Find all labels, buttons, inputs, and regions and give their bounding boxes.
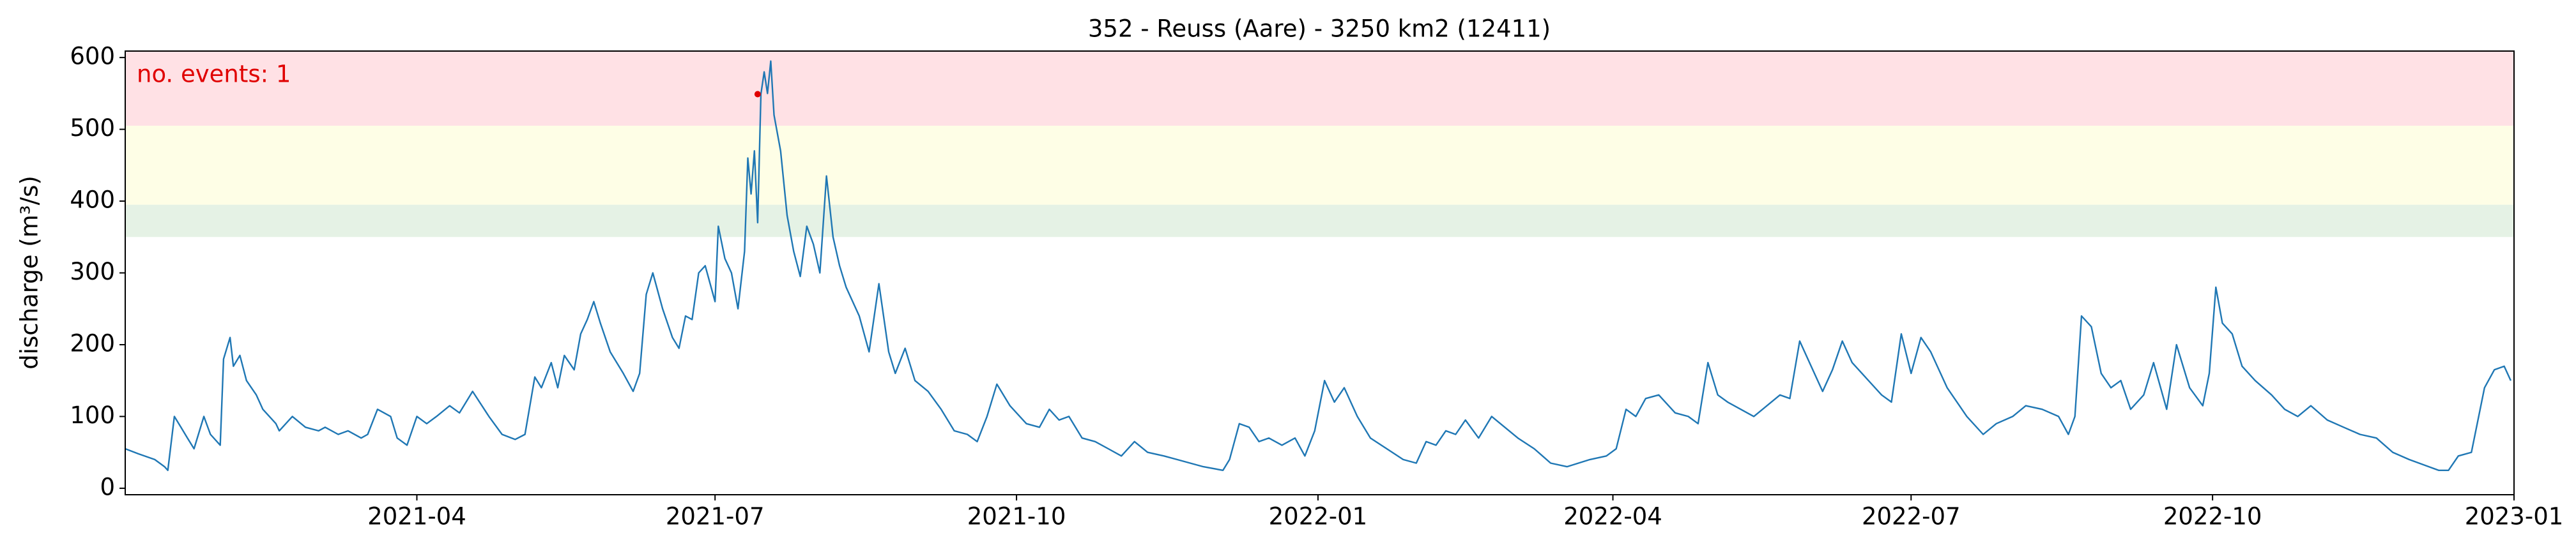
- y-tick-label: 300: [70, 258, 115, 285]
- x-tick-label: 2022-10: [2163, 503, 2262, 530]
- plot-frame: [125, 50, 2515, 495]
- y-tick-label: 200: [70, 329, 115, 357]
- discharge-line: [125, 60, 2511, 471]
- threshold-band: [125, 204, 2514, 237]
- x-tick-label: 2021-07: [666, 503, 765, 530]
- chart-title: 352 - Reuss (Aare) - 3250 km2 (12411): [1088, 15, 1551, 43]
- event-point: [754, 91, 761, 98]
- y-tick-label: 600: [70, 43, 115, 70]
- x-tick-label: 2023-01: [2465, 503, 2564, 530]
- x-tick-label: 2022-01: [1269, 503, 1368, 530]
- y-axis-label: discharge (m³/s): [16, 176, 43, 370]
- x-tick-label: 2022-07: [1862, 503, 1961, 530]
- annotation: no. events: 1: [137, 61, 291, 88]
- x-tick-label: 2021-10: [967, 503, 1066, 530]
- y-tick-label: 400: [70, 186, 115, 214]
- y-tick-label: 0: [100, 473, 115, 500]
- y-tick-label: 500: [70, 114, 115, 142]
- x-tick-label: 2022-04: [1563, 503, 1662, 530]
- y-tick-label: 100: [70, 402, 115, 429]
- threshold-band: [125, 125, 2514, 205]
- x-tick-label: 2021-04: [367, 503, 466, 530]
- threshold-band: [125, 51, 2514, 126]
